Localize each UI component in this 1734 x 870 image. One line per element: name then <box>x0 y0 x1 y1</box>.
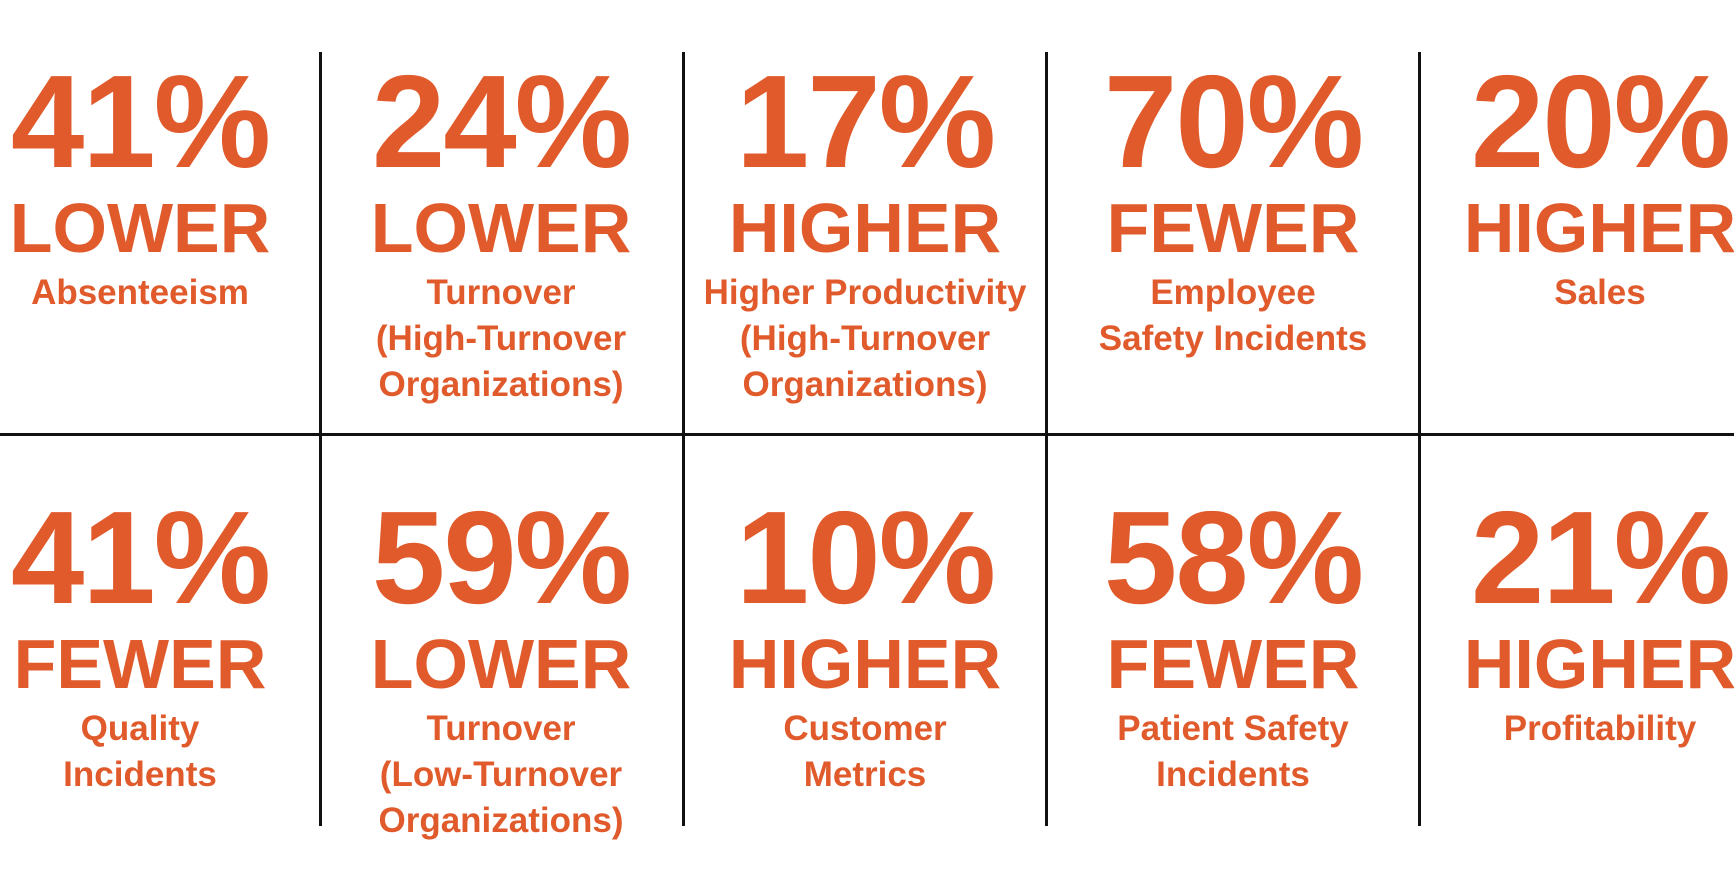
stat-direction: HIGHER <box>1463 625 1734 703</box>
stat-value: 10% <box>735 484 996 631</box>
stat-direction: LOWER <box>370 625 632 703</box>
stat-direction: LOWER <box>370 189 632 267</box>
stat-card-profitability: 21% HIGHER Profitability <box>1430 484 1734 752</box>
stat-card-absenteeism: 41% LOWER Absenteeism <box>0 48 310 316</box>
stat-label: Employee Safety Incidents <box>1098 273 1368 358</box>
stat-value: 41% <box>10 484 271 631</box>
stat-direction: FEWER <box>1106 625 1360 703</box>
stat-label: Sales <box>1554 273 1646 312</box>
stat-value: 70% <box>1103 48 1364 195</box>
stat-value: 21% <box>1470 484 1731 631</box>
stat-value: 41% <box>10 48 271 195</box>
stat-value: 17% <box>735 48 996 195</box>
stat-direction: HIGHER <box>728 189 1002 267</box>
column-divider <box>1045 52 1048 826</box>
stat-label: Turnover (High-Turnover Organizations) <box>375 273 627 404</box>
stat-value: 59% <box>371 484 632 631</box>
stat-label: Higher Productivity (High-Turnover Organ… <box>703 273 1027 404</box>
stat-direction: FEWER <box>1106 189 1360 267</box>
stat-direction: HIGHER <box>1463 189 1734 267</box>
stat-direction: FEWER <box>13 625 267 703</box>
stat-label: Patient Safety Incidents <box>1117 709 1349 794</box>
stat-label: Quality Incidents <box>63 709 217 794</box>
stat-card-turnover-high: 24% LOWER Turnover (High-Turnover Organi… <box>331 48 671 408</box>
stat-card-patient-safety: 58% FEWER Patient Safety Incidents <box>1063 484 1403 798</box>
stat-card-customer-metrics: 10% HIGHER Customer Metrics <box>695 484 1035 798</box>
column-divider <box>1418 52 1421 826</box>
row-divider <box>0 433 1734 436</box>
stat-label: Customer Metrics <box>783 709 947 794</box>
stat-value: 20% <box>1470 48 1731 195</box>
stat-direction: LOWER <box>9 189 271 267</box>
stat-direction: HIGHER <box>728 625 1002 703</box>
stat-card-quality: 41% FEWER Quality Incidents <box>0 484 310 798</box>
stat-card-employee-safety: 70% FEWER Employee Safety Incidents <box>1063 48 1403 362</box>
column-divider <box>319 52 322 826</box>
stat-label: Absenteeism <box>31 273 249 312</box>
stat-label: Profitability <box>1503 709 1697 748</box>
stat-value: 58% <box>1103 484 1364 631</box>
column-divider <box>682 52 685 826</box>
stat-card-turnover-low: 59% LOWER Turnover (Low-Turnover Organiz… <box>331 484 671 844</box>
stat-card-sales: 20% HIGHER Sales <box>1430 48 1734 316</box>
stat-value: 24% <box>371 48 632 195</box>
stat-label: Turnover (Low-Turnover Organizations) <box>378 709 624 840</box>
stat-card-productivity: 17% HIGHER Higher Productivity (High-Tur… <box>695 48 1035 408</box>
